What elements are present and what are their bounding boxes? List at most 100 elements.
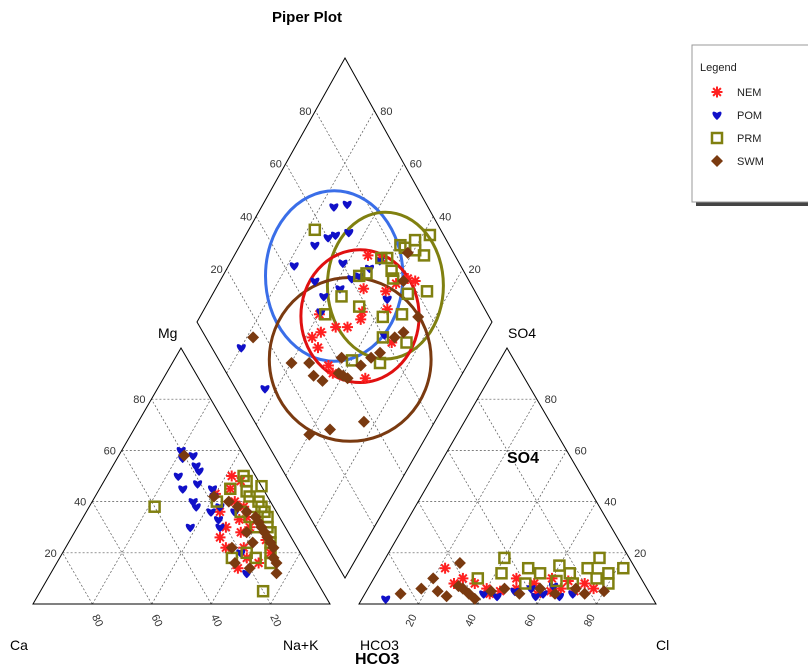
legend-nem-label: NEM: [737, 87, 761, 99]
swm-anion-point: [513, 587, 526, 600]
prm-anion-point: [581, 561, 594, 575]
swm-cation-point: [231, 500, 244, 513]
swm-cation-point: [178, 449, 191, 462]
swm-diamond-point: [303, 428, 316, 441]
pom-cation-point: [194, 467, 204, 476]
pom-diamond-point: [236, 344, 246, 353]
pom-diamond-point: [310, 241, 320, 251]
swm-anion-point: [598, 585, 610, 598]
prm-diamond-point: [352, 269, 366, 283]
swm-cation-point: [208, 490, 220, 503]
prm-diamond-point: [352, 300, 366, 313]
nem-diamond-point: [312, 342, 324, 354]
nem-cation-point: [224, 483, 236, 495]
diamond-right-tick-label: 20: [468, 264, 480, 276]
pom-anion-point: [531, 592, 541, 602]
cation-ca-tick-label: 40: [208, 613, 224, 629]
pom-diamond-point: [323, 234, 333, 243]
pom-diamond-point: [335, 285, 345, 294]
legend-swm-marker: [711, 155, 723, 167]
diamond-right-tick-label: 60: [410, 159, 422, 171]
swm-diamond-point: [397, 275, 410, 287]
triangle-frames: [32, 56, 657, 605]
pom-diamond-point: [342, 200, 352, 210]
swm-diamond-point: [285, 357, 298, 369]
nem-diamond-point: [380, 285, 392, 297]
legend-pom-label: POM: [737, 110, 762, 122]
anion-grid-line: [418, 399, 538, 605]
nem-diamond-point: [330, 321, 342, 333]
swm-diamond-point: [354, 359, 367, 372]
prm-diamond-point: [385, 264, 398, 278]
prm-cation-point: [224, 482, 237, 496]
anion-cl-tick-label: 80: [582, 613, 598, 629]
prm-diamond-point: [308, 223, 322, 237]
nem-cation-point: [214, 531, 226, 543]
prm-anion-point: [617, 561, 630, 575]
prm-anion-point: [602, 577, 615, 590]
diamond-grid-line: [226, 269, 375, 527]
diamond-left-tick-label: 60: [270, 159, 282, 171]
prm-anion-point: [563, 567, 577, 580]
legend-prm-label: PRM: [737, 133, 761, 145]
cation-triangle-frame: [32, 347, 331, 605]
prm-diamond-point: [335, 290, 348, 303]
swm-anion-point: [569, 582, 582, 595]
cation-grid-line: [121, 450, 212, 605]
pom-diamond-point: [310, 277, 320, 286]
anion-grid-line: [477, 450, 567, 605]
pom-cation-point: [213, 516, 224, 525]
prm-diamond-point: [319, 308, 332, 321]
legend-swm-label: SWM: [737, 156, 764, 168]
pom-cation-point: [206, 508, 216, 517]
nem-diamond-point: [355, 313, 367, 325]
anion-so4-tick-label: 20: [634, 548, 646, 560]
diamond-grid-line: [315, 269, 463, 527]
legend-items: NEM POM PRM SWM: [710, 86, 764, 168]
swm-anion-point: [415, 582, 428, 595]
pom-diamond-point: [330, 231, 341, 240]
pom-cation-point: [215, 523, 225, 533]
swm-anion-point: [468, 592, 481, 605]
prm-anion-point: [590, 572, 603, 585]
cation-right-label: Na+K: [283, 637, 319, 653]
swm-cation-point: [270, 557, 283, 569]
anion-right-label: Cl: [656, 637, 669, 653]
swm-anion-point: [498, 582, 511, 595]
nem-diamond-point: [358, 283, 370, 295]
pom-diamond-point: [344, 228, 354, 238]
prm-diamond-point: [400, 336, 413, 349]
anion-secondary-bottom-label: HCO3: [355, 651, 400, 668]
cation-grid-line: [151, 450, 241, 605]
prm-anion-point: [521, 561, 535, 575]
cation-grid-line: [62, 552, 93, 605]
anion-cl-tick-label: 40: [463, 613, 479, 629]
nem-diamond-point: [362, 249, 374, 261]
swm-anion-point: [452, 580, 465, 593]
nem-anion-point: [439, 562, 451, 574]
nem-cation-point: [226, 470, 238, 482]
diamond-left-tick-label: 40: [240, 211, 252, 223]
anion-so4-tick-label: 60: [574, 445, 586, 457]
prm-anion-point: [498, 551, 511, 565]
diamond-right-tick-label: 40: [439, 211, 451, 223]
swm-diamond-point: [401, 246, 414, 259]
swm-cation-point: [222, 495, 235, 508]
pom-diamond-point: [338, 259, 348, 269]
prm-anion-point: [495, 567, 508, 580]
cation-top-label: Mg: [158, 325, 177, 341]
swm-cation-point: [246, 536, 259, 549]
prm-diamond-point: [376, 310, 390, 324]
diamond-grid-line: [226, 110, 375, 374]
prm-diamond-point: [380, 251, 394, 265]
pom-anion-point: [479, 590, 489, 599]
chart-title: Piper Plot: [272, 9, 342, 26]
swm-cation-point: [240, 505, 253, 518]
swm-anion-point: [578, 587, 591, 600]
cation-ca-tick-label: 80: [89, 613, 105, 629]
swm-diamond-point: [316, 374, 329, 387]
prm-cation-point: [148, 500, 161, 513]
swm-diamond-point: [303, 357, 316, 369]
anion-cl-tick-label: 20: [404, 613, 420, 629]
